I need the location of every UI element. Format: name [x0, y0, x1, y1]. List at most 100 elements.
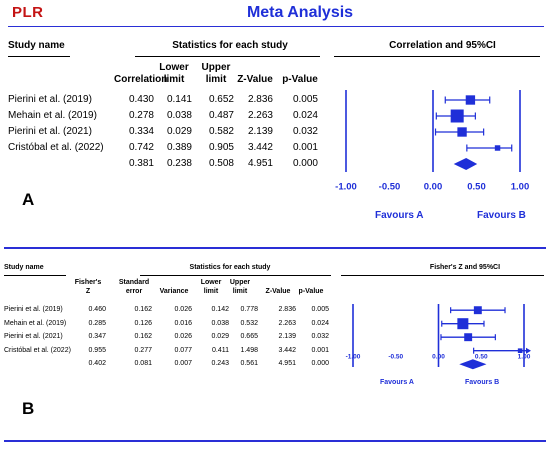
column-header: limit [163, 74, 185, 85]
value-cell: 0.077 [174, 346, 192, 354]
tick-label: 0.00 [432, 354, 445, 361]
summary-diamond [453, 158, 478, 170]
plot-header: Correlation and 95%CI [389, 40, 496, 51]
value-cell: 2.263 [278, 319, 296, 327]
value-cell: 0.778 [240, 306, 258, 313]
value-cell: 0.142 [211, 306, 229, 313]
study-effect-square [464, 333, 473, 342]
header-underline [135, 56, 320, 57]
study-effect-square [450, 109, 464, 123]
value-cell: 0.016 [174, 319, 192, 327]
tick-label: 0.00 [424, 182, 443, 193]
summary-value-cell: 0.238 [166, 158, 192, 169]
header-underline [4, 275, 66, 276]
summary-value-cell: 0.243 [211, 360, 229, 367]
study-effect-square [457, 127, 467, 137]
column-header: Z-Value [265, 288, 291, 295]
value-cell: 0.038 [211, 319, 229, 327]
summary-value-cell: 4.951 [247, 158, 273, 169]
tick-label: -0.50 [379, 182, 401, 193]
value-cell: 0.001 [292, 142, 318, 153]
header-underline [140, 275, 331, 276]
bottom-divider [4, 440, 546, 442]
study-effect-square [494, 145, 501, 151]
value-cell: 0.001 [311, 346, 329, 354]
value-cell: 2.263 [247, 110, 273, 121]
value-cell: 0.029 [211, 333, 229, 340]
column-header: Z-Value [237, 74, 273, 85]
column-header: limit [203, 288, 219, 295]
value-cell: 0.126 [134, 319, 152, 327]
favours-left-label: Favours A [380, 379, 414, 386]
tick-label: 0.50 [475, 354, 488, 361]
forest-plot: -1.00 -0.50 0.00 0.50 1.00 [335, 90, 530, 193]
study-name-header: Study name [4, 264, 44, 271]
value-cell: 0.277 [134, 346, 152, 354]
value-cell: 0.005 [292, 94, 318, 105]
title-divider [8, 26, 544, 27]
column-header: Correlation [114, 74, 168, 85]
tick-label: -0.50 [388, 354, 403, 361]
column-header: Fisher's [74, 279, 102, 286]
study-name-cell: Pierini et al. (2021) [8, 126, 92, 137]
value-cell: 0.582 [208, 126, 234, 137]
value-cell: 0.487 [208, 110, 234, 121]
study-name-cell: Mehain et al. (2019) [4, 319, 67, 327]
value-cell: 0.026 [174, 306, 192, 313]
column-header: Variance [159, 288, 189, 295]
value-cell: 3.442 [278, 346, 296, 354]
study-effect-square [465, 95, 476, 105]
value-cell: 0.285 [88, 319, 106, 327]
value-cell: 0.038 [166, 110, 192, 121]
tick-label: 1.00 [511, 182, 530, 193]
value-cell: 0.032 [292, 126, 318, 137]
summary-value-cell: 0.000 [292, 158, 318, 169]
value-cell: 0.532 [240, 319, 258, 327]
value-cell: 2.139 [247, 126, 273, 137]
column-header: Upper [229, 279, 251, 286]
value-cell: 0.389 [166, 142, 192, 153]
summary-value-cell: 0.007 [174, 360, 192, 367]
panel-a: Study name Statistics for each study Corre… [0, 30, 550, 235]
summary-value-cell: 0.381 [128, 158, 154, 169]
value-cell: 0.026 [174, 333, 192, 340]
study-name-cell: Cristóbal et al. (2022) [8, 142, 104, 153]
summary-value-cell: 0.402 [88, 360, 106, 367]
tick-label: -1.00 [346, 354, 361, 361]
column-header: Lower [159, 62, 189, 73]
column-header: limit [232, 288, 248, 295]
study-name-cell: Mehain et al. (2019) [8, 110, 97, 121]
forest-plot: -1.00 -0.50 0.00 0.50 1.00 [346, 304, 531, 370]
value-cell: 0.411 [212, 346, 229, 354]
study-name-header: Study name [8, 40, 65, 51]
plr-logo: PLR [12, 4, 44, 21]
value-cell: 2.139 [278, 333, 296, 340]
summary-value-cell: 0.000 [311, 360, 329, 367]
value-cell: 0.162 [134, 333, 152, 340]
plot-header: Fisher's Z and 95%CI [429, 264, 501, 271]
header-underline [8, 56, 70, 57]
column-header: limit [205, 74, 227, 85]
value-cell: 0.955 [88, 346, 106, 354]
column-header: Upper [201, 62, 231, 73]
summary-value-cell: 0.561 [240, 360, 258, 367]
summary-value-cell: 0.508 [208, 158, 234, 169]
column-header: Standard [118, 279, 150, 286]
page-title: Meta Analysis [246, 4, 354, 21]
value-cell: 2.836 [278, 306, 296, 313]
column-header: Z [85, 288, 91, 295]
favours-left-label: Favours A [375, 210, 424, 221]
column-header: p-Value [298, 288, 324, 295]
value-cell: 0.032 [311, 333, 329, 340]
value-cell: 0.024 [292, 110, 318, 121]
value-cell: 0.905 [208, 142, 234, 153]
favours-right-label: Favours B [465, 379, 500, 386]
study-name-cell: Pierini et al. (2021) [4, 333, 63, 340]
column-header: p-Value [282, 74, 318, 85]
value-cell: 0.334 [128, 126, 154, 137]
favours-right-label: Favours B [477, 210, 526, 221]
panel-b: Study name Statistics for each study Fishe… [0, 255, 550, 435]
value-cell: 0.430 [128, 94, 154, 105]
study-name-cell: Pierini et al. (2019) [4, 306, 63, 313]
panel-letter: B [22, 399, 35, 418]
